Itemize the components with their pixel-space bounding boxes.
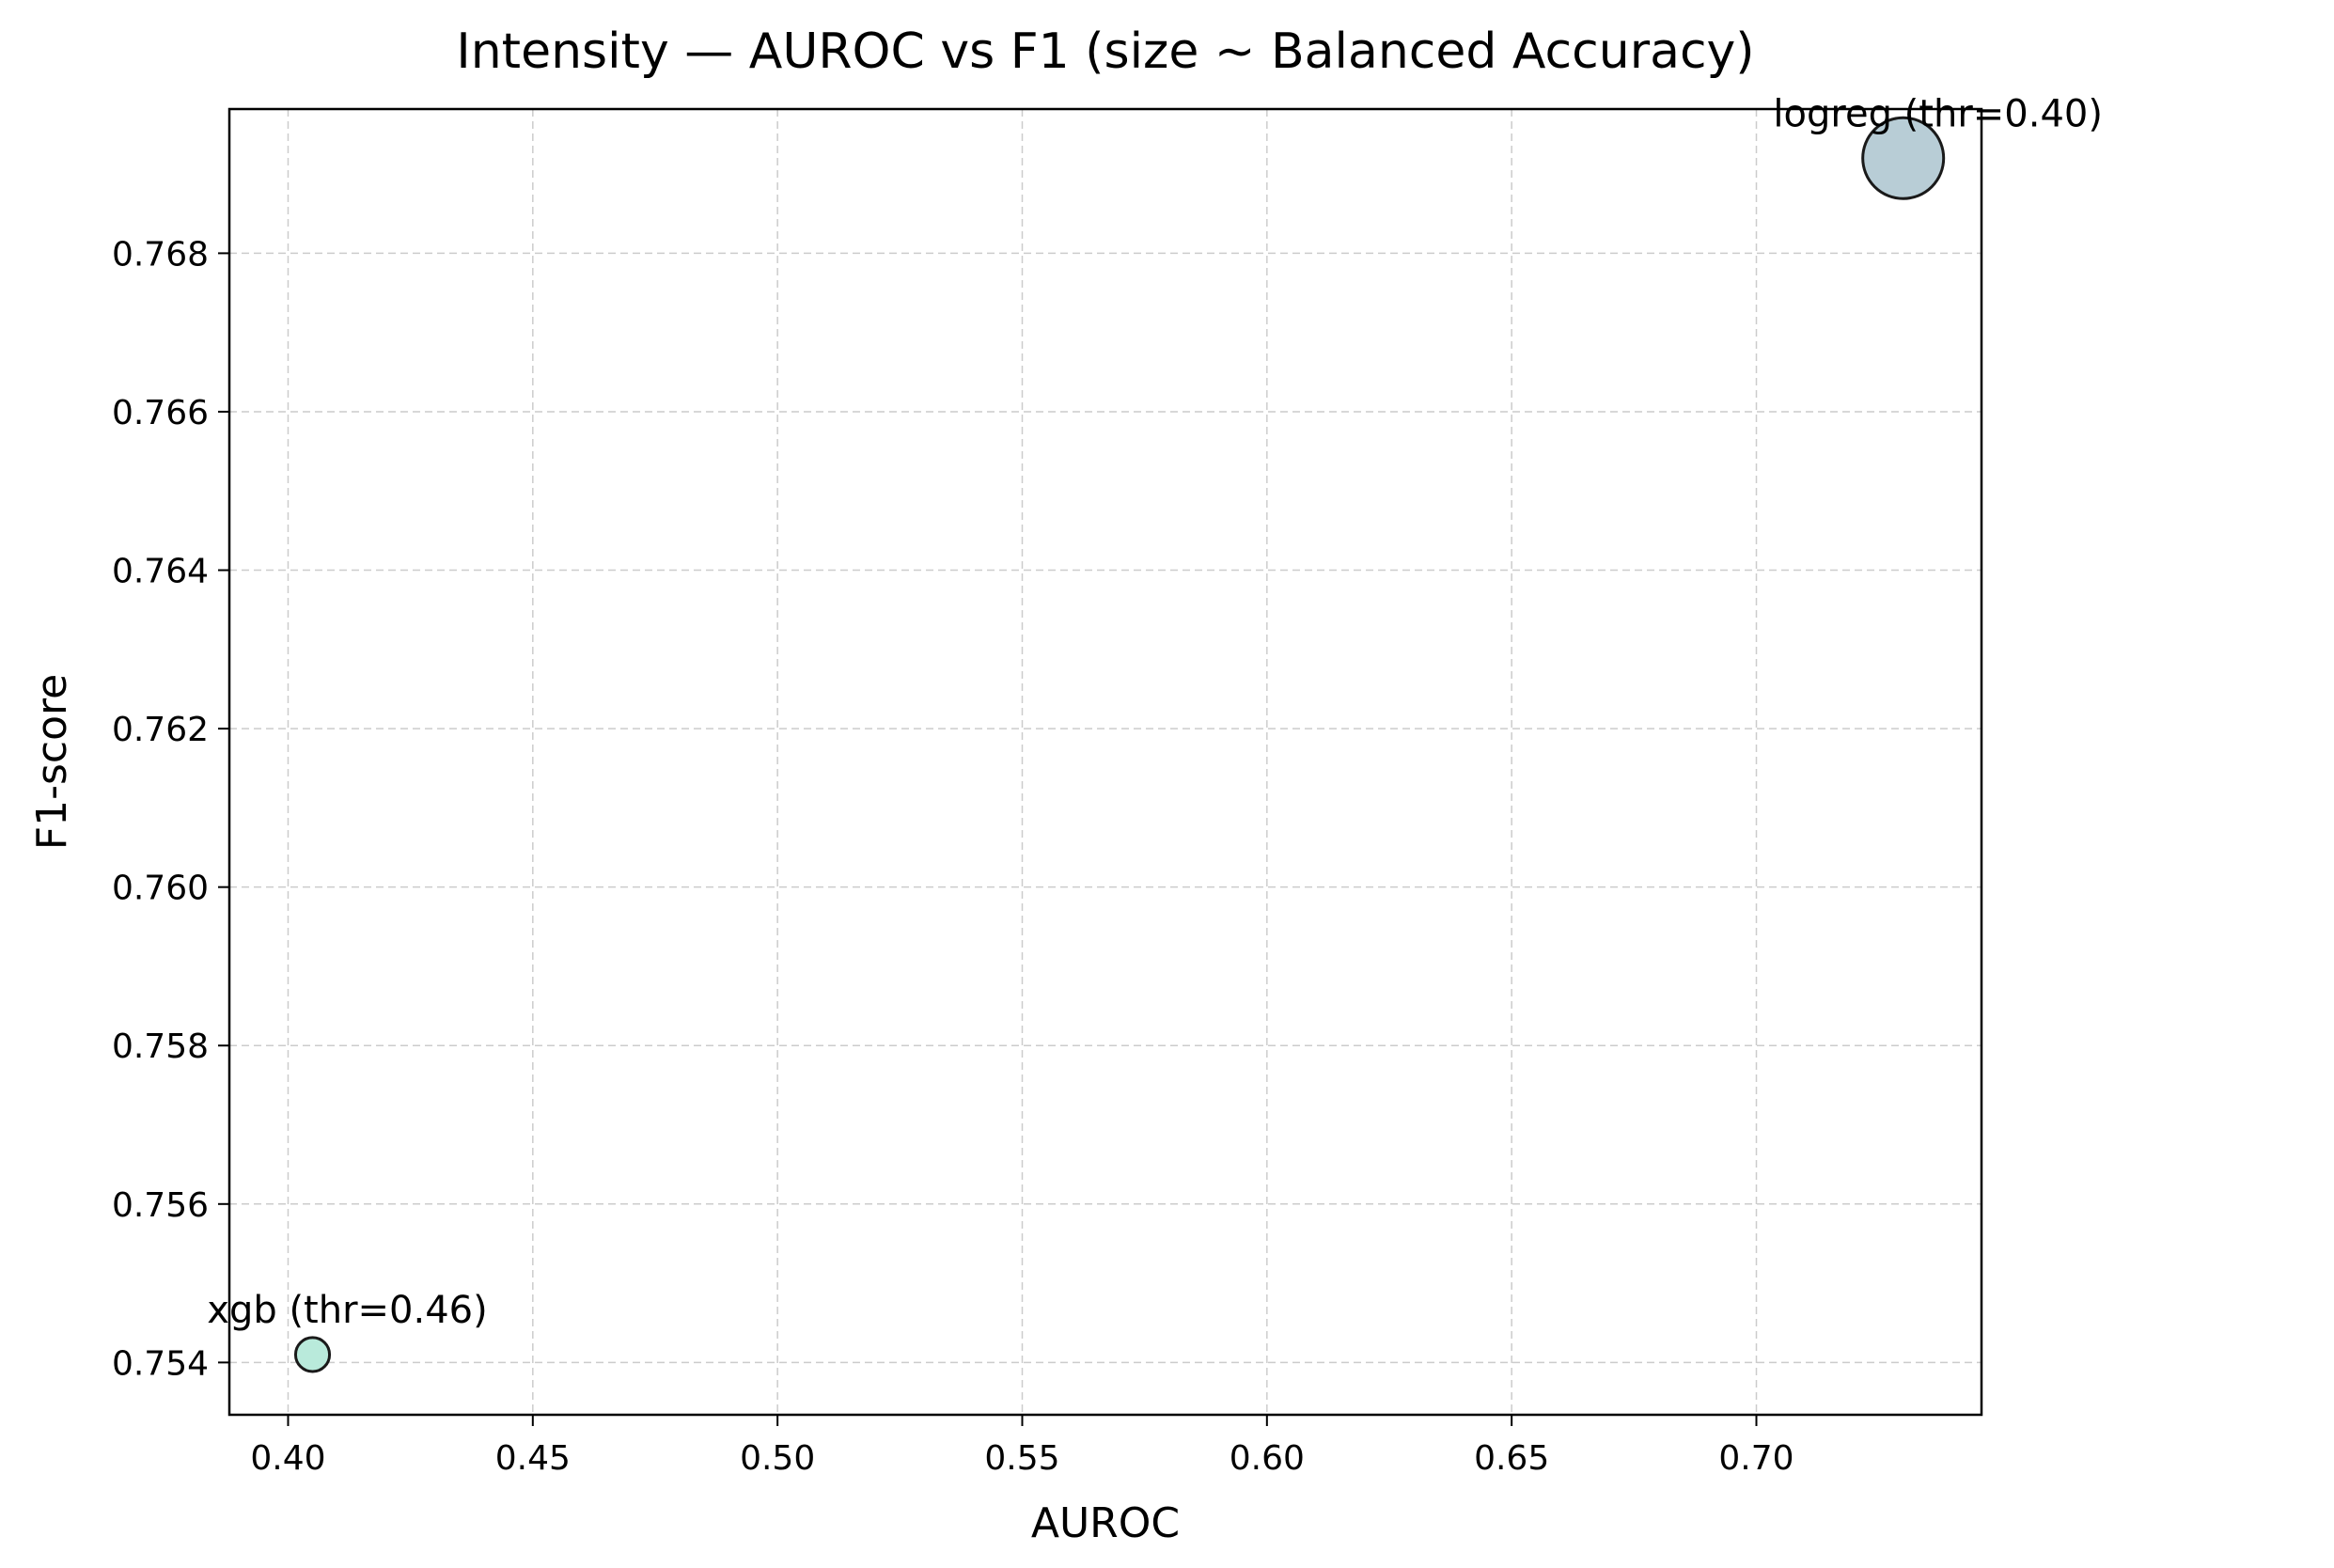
- x-tick-label: 0.45: [495, 1439, 571, 1478]
- y-tick-label: 0.766: [112, 394, 209, 432]
- y-axis-label: F1-score: [28, 674, 76, 850]
- x-tick-label: 0.55: [984, 1439, 1059, 1478]
- x-tick-label: 0.40: [250, 1439, 325, 1478]
- grid-lines: [229, 109, 1982, 1415]
- scatter-point: [293, 1336, 332, 1373]
- y-tick-label: 0.754: [112, 1344, 209, 1383]
- y-tick-label: 0.758: [112, 1027, 209, 1066]
- plot-area-frame: [227, 107, 1983, 1417]
- x-axis-label: AUROC: [1031, 1499, 1180, 1547]
- y-tick-label: 0.768: [112, 235, 209, 274]
- x-tick-label: 0.60: [1230, 1439, 1305, 1478]
- x-tick-label: 0.50: [740, 1439, 815, 1478]
- y-axis-ticks: 0.754 0.756 0.758 0.760 0.762 0.764 0.766 0.768: [112, 235, 229, 1383]
- y-tick-label: 0.762: [112, 711, 209, 749]
- y-tick-label: 0.756: [112, 1186, 209, 1225]
- scatter-point: [1861, 116, 1946, 200]
- x-axis-ticks: 0.40 0.45 0.50 0.55 0.60 0.65 0.70: [250, 1415, 1794, 1478]
- x-tick-label: 0.65: [1474, 1439, 1549, 1478]
- point-label: xgb (thr=0.46): [207, 1289, 487, 1332]
- chart-title: Intensity — AUROC vs F1 (size ~ Balanced…: [456, 24, 1754, 80]
- data-points: [293, 116, 1946, 1373]
- point-labels: logreg (thr=0.40) xgb (thr=0.46): [207, 92, 2103, 1332]
- y-tick-label: 0.764: [112, 553, 209, 591]
- y-tick-label: 0.760: [112, 870, 209, 908]
- x-tick-label: 0.70: [1718, 1439, 1794, 1478]
- point-label: logreg (thr=0.40): [1773, 92, 2103, 135]
